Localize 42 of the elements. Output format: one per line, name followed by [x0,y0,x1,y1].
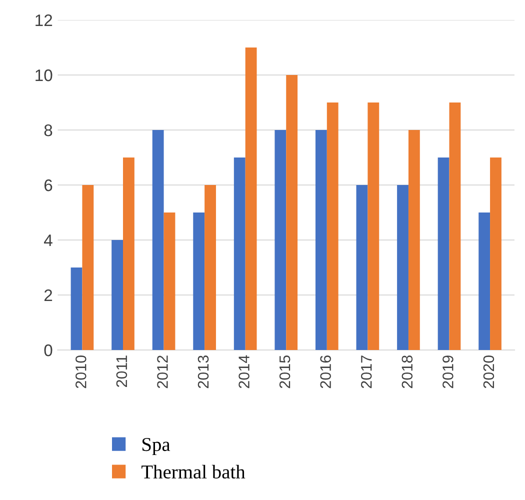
bar [438,158,450,350]
bar [490,158,502,350]
bar [204,185,216,350]
x-tick-label: 2013 [198,356,209,388]
bar [326,102,338,350]
x-tick-label: 2014 [238,355,250,388]
y-tick-label: 10 [36,69,52,82]
x-tick-label: 2016 [320,356,332,388]
bar [193,212,205,350]
bar [112,240,123,350]
x-tick-label: 2011 [116,356,128,387]
y-tick-label: 4 [44,234,52,246]
y-tick-label: 12 [36,14,52,26]
bar [123,158,134,350]
legend-label: Spa [142,438,170,456]
x-tick-label: 2019 [442,356,454,388]
y-tick-label: 2 [44,289,52,302]
x-tick-label: 2010 [76,355,86,388]
x-tick-label: 2012 [157,356,168,388]
bar [315,130,327,350]
bar [164,212,176,350]
bar [408,130,420,350]
bar [152,130,164,350]
x-tick-label: 2018 [402,356,413,388]
bar [286,75,298,350]
x-tick-label: 2020 [483,355,494,388]
bar [356,185,368,350]
bar [245,48,257,350]
bar [274,130,286,350]
bar [368,102,380,350]
bar [82,185,94,350]
x-tick-label: 2017 [360,356,372,388]
bar [234,158,246,350]
legend-label: Thermal bath [142,464,246,479]
bar [478,212,490,350]
y-tick-label: 0 [44,344,52,356]
bar [397,185,408,350]
x-tick-label: 2015 [279,356,290,388]
y-tick-label: 6 [44,179,52,192]
bar [70,268,82,350]
y-tick-label: 8 [44,124,52,136]
bar [449,102,461,350]
